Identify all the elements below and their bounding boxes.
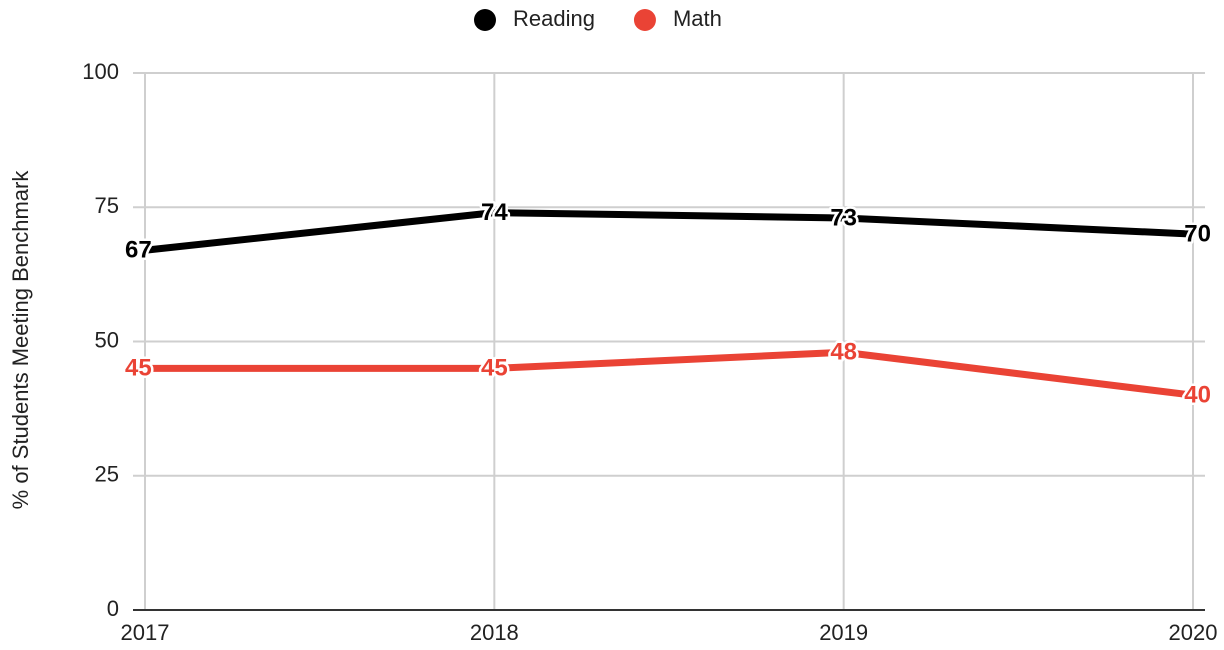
- data-label: 45: [125, 355, 152, 382]
- series-line: [145, 348, 1194, 399]
- data-label: 40: [1184, 382, 1211, 409]
- y-tick-label: 75: [95, 193, 119, 218]
- series-line: [144, 209, 1194, 254]
- legend-marker: [474, 9, 496, 31]
- legend-marker: [633, 9, 656, 31]
- y-tick-label: 50: [95, 327, 119, 352]
- legend-label: Math: [673, 6, 722, 31]
- data-label: 67: [125, 237, 152, 264]
- data-label: 48: [830, 339, 857, 366]
- data-label: 74: [481, 199, 508, 226]
- data-label: 70: [1184, 220, 1211, 247]
- x-tick-label: 2017: [121, 620, 170, 645]
- x-tick-label: 2019: [819, 620, 868, 645]
- legend-label: Reading: [513, 6, 595, 31]
- y-tick-label: 0: [107, 596, 119, 621]
- x-tick-label: 2018: [470, 620, 519, 645]
- data-label: 73: [830, 204, 857, 231]
- y-tick-label: 100: [82, 59, 119, 84]
- data-label: 45: [481, 355, 508, 382]
- y-axis-label: % of Students Meeting Benchmark: [8, 170, 33, 510]
- x-tick-label: 2020: [1169, 620, 1218, 645]
- y-tick-label: 25: [95, 462, 119, 487]
